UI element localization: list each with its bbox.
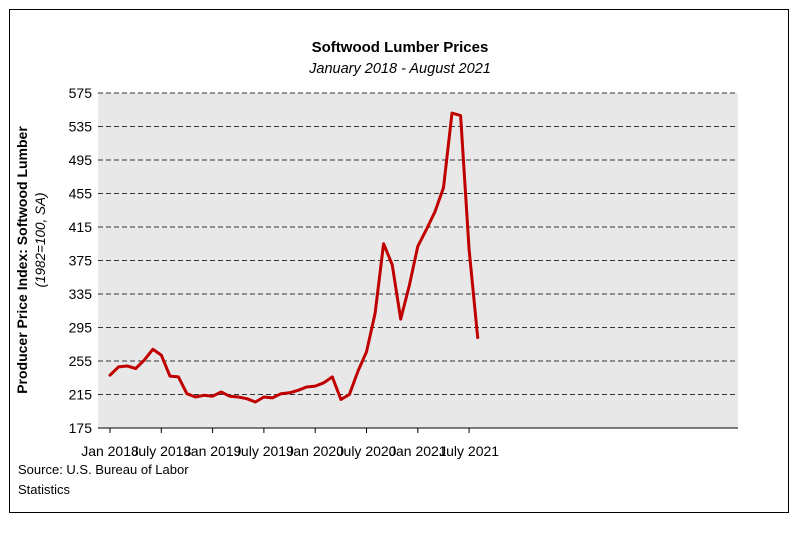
x-tick-label: July 2021 — [439, 443, 499, 459]
chart-title: Softwood Lumber Prices — [311, 39, 489, 56]
x-tick-label: Jan 2020 — [286, 443, 344, 459]
y-tick-label: 335 — [69, 286, 93, 302]
x-tick-label: July 2018 — [131, 443, 191, 459]
y-tick-label: 375 — [69, 253, 93, 269]
x-tick-label: July 2019 — [234, 443, 294, 459]
y-tick-label: 575 — [69, 85, 93, 101]
x-tick-label: July 2020 — [337, 443, 397, 459]
y-tick-label: 535 — [69, 119, 93, 135]
lumber-price-line — [108, 111, 480, 404]
y-tick-label: 215 — [69, 387, 93, 403]
x-tick-label: Jan 2021 — [389, 443, 447, 459]
y-tick-label: 295 — [69, 320, 93, 336]
source-note: Source: U.S. Bureau of Labor Statistics — [18, 462, 189, 497]
gridlines — [98, 92, 738, 395]
x-tick-label: Jan 2019 — [184, 443, 242, 459]
y-tick-label: 495 — [69, 152, 93, 168]
y-axis: 175 215 255 295 335 375 415 455 495 535 575 — [69, 85, 93, 436]
y-tick-label: 455 — [69, 186, 93, 202]
x-tick-label: Jan 2018 — [81, 443, 139, 459]
y-tick-label: 175 — [69, 420, 93, 436]
chart-subtitle: January 2018 - August 2021 — [309, 61, 491, 77]
y-tick-label: 255 — [69, 353, 93, 369]
y-axis-label-units: (1982=100, SA) — [33, 193, 48, 288]
y-tick-label: 415 — [69, 219, 93, 235]
y-axis-label: Producer Price Index: Softwood Lumber — [14, 126, 30, 394]
